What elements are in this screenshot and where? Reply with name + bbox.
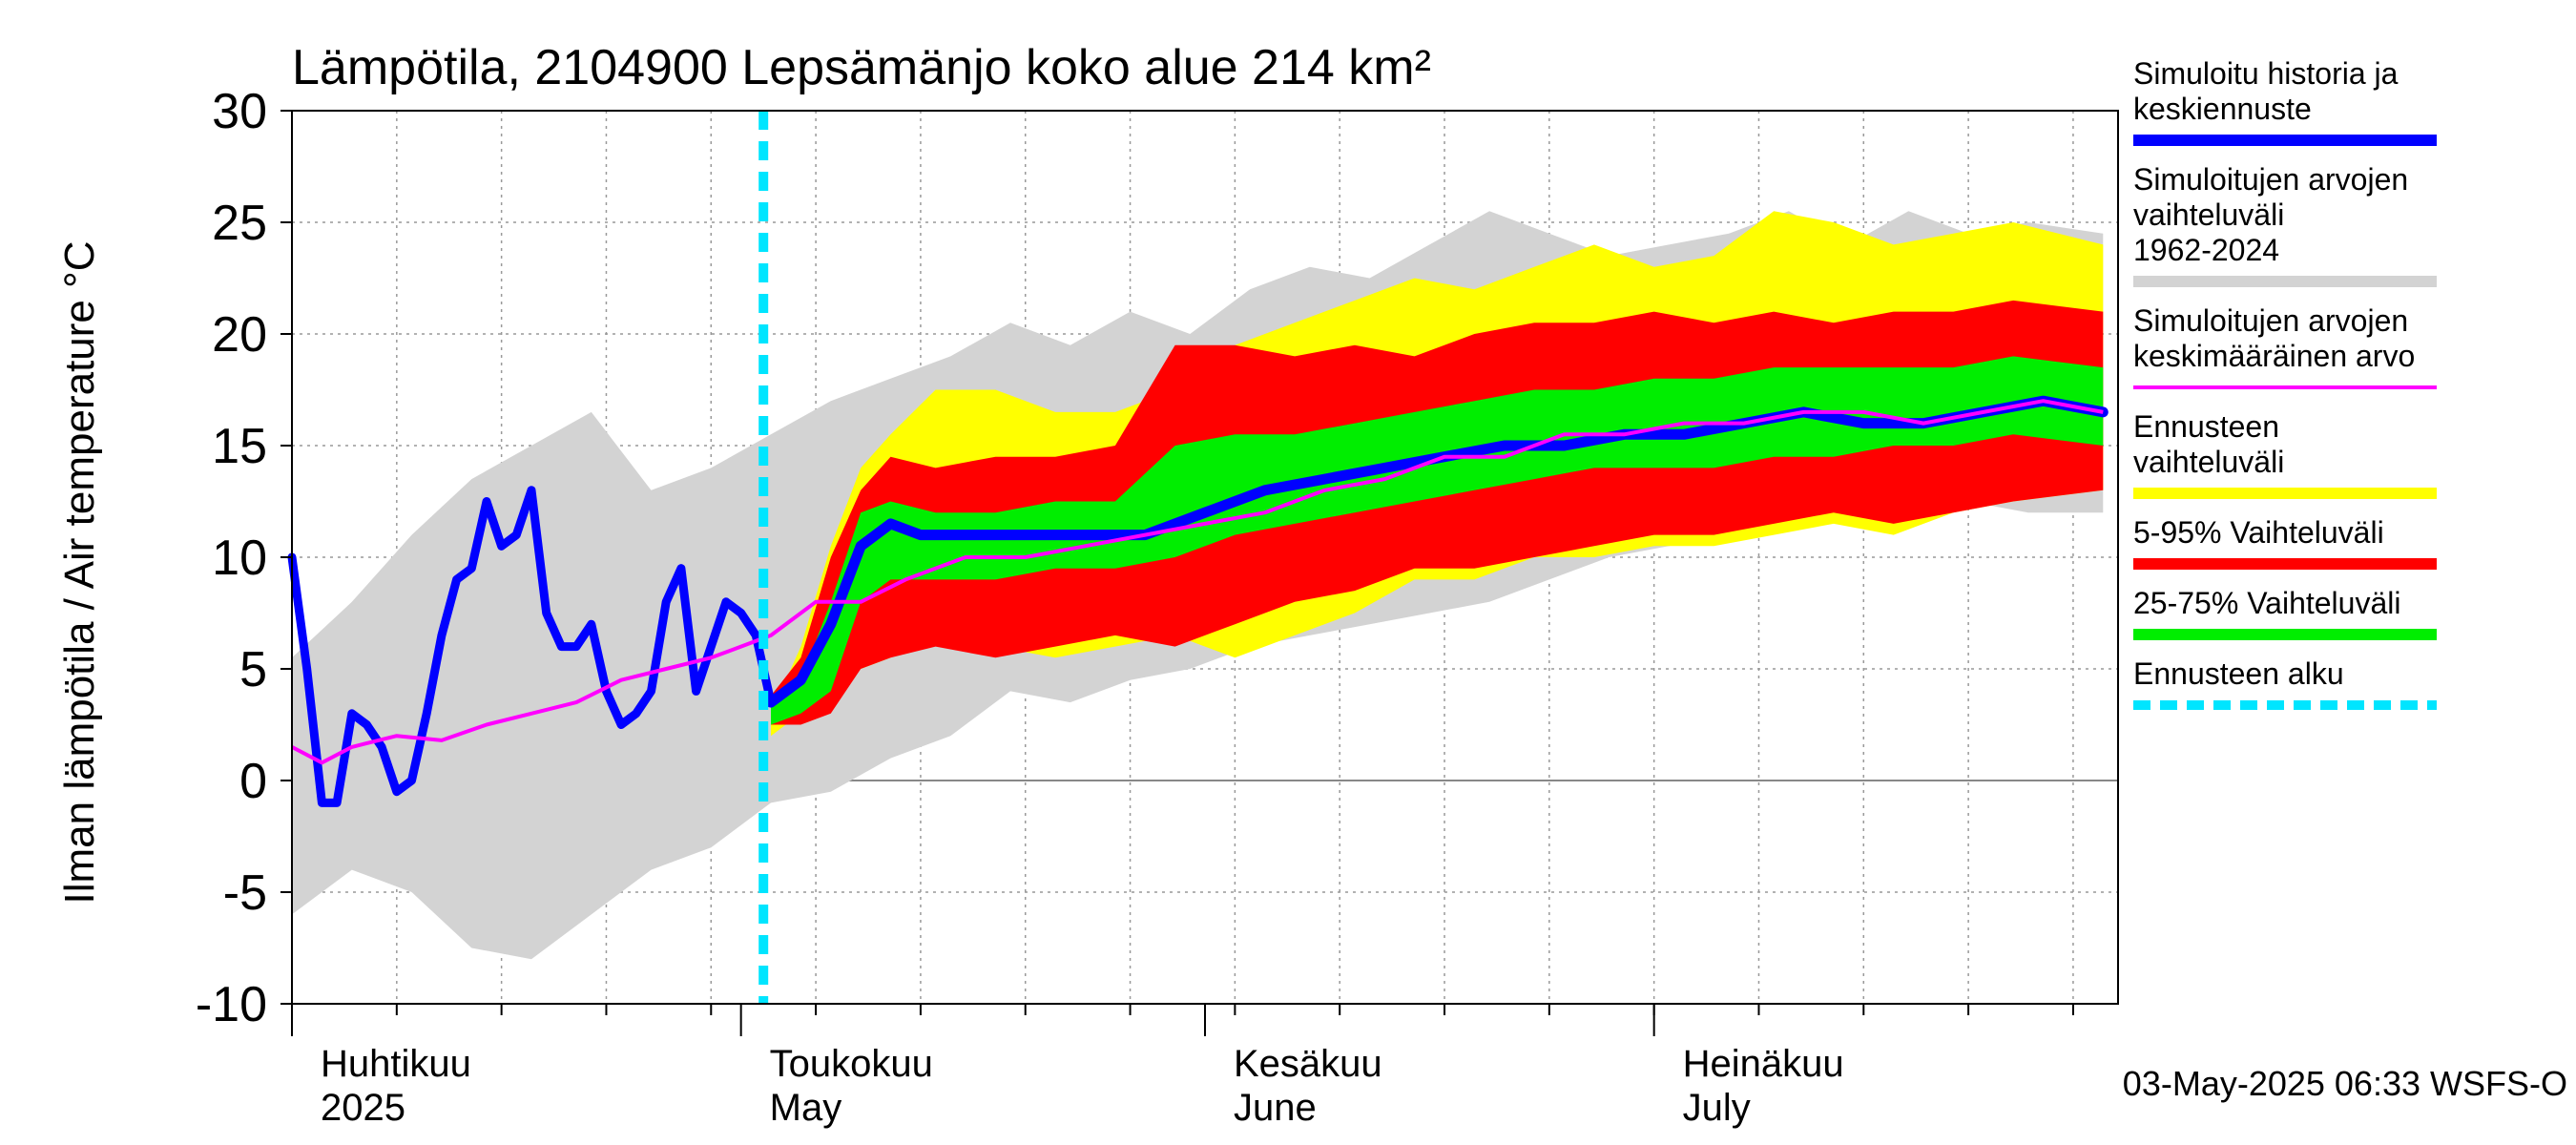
y-tick-label: 20 — [212, 307, 267, 363]
month-label: Kesäkuu — [1234, 1043, 1382, 1085]
legend-label: Ennusteen — [2133, 409, 2279, 444]
legend-label: 5-95% Vaihteluväli — [2133, 515, 2384, 550]
legend-label: Simuloitujen arvojen — [2133, 303, 2408, 338]
legend-label: Simuloitujen arvojen — [2133, 162, 2408, 197]
y-tick-label: -10 — [196, 977, 267, 1032]
x-ticks — [291, 1004, 2074, 1036]
y-tick-label: 30 — [212, 84, 267, 139]
month-label: Heinäkuu — [1683, 1043, 1844, 1085]
footer-timestamp: 03-May-2025 06:33 WSFS-O — [2123, 1064, 2567, 1103]
mean-line — [291, 399, 2104, 765]
legend-label: 25-75% Vaihteluväli — [2133, 586, 2400, 620]
legend-label: keskiennuste — [2133, 92, 2312, 126]
forecast-mean-line — [765, 395, 2109, 708]
month-label-sub: May — [770, 1087, 842, 1129]
y-tick-label: 5 — [239, 642, 267, 697]
legend-label: Simuloitu historia ja — [2133, 56, 2399, 91]
y-ticks: -10 -5 0 5 10 15 20 25 30 — [196, 84, 292, 1032]
y-tick-label: 10 — [212, 531, 267, 586]
y-tick-label: -5 — [223, 865, 267, 921]
plot-area — [287, 110, 2119, 1005]
legend-label: vaihteluväli — [2133, 198, 2284, 232]
legend-label: vaihteluväli — [2133, 445, 2284, 479]
p25-75-band — [771, 356, 2104, 725]
lines — [287, 395, 2109, 807]
chart-title: Lämpötila, 2104900 Lepsämänjo koko alue … — [292, 40, 1431, 95]
month-label-sub: June — [1234, 1087, 1317, 1129]
month-label-sub: July — [1683, 1087, 1751, 1129]
simulated-history-line — [287, 486, 776, 807]
y-tick-label: 25 — [212, 196, 267, 251]
y-axis-label: Ilman lämpötila / Air temperature °C — [56, 241, 103, 905]
month-label: Huhtikuu — [321, 1043, 471, 1085]
bands — [292, 211, 2104, 960]
legend-label: keskimääräinen arvo — [2133, 339, 2415, 373]
month-label-sub: 2025 — [321, 1087, 405, 1129]
legend-label: Ennusteen alku — [2133, 656, 2344, 691]
y-tick-label: 15 — [212, 419, 267, 474]
month-label: Toukokuu — [770, 1043, 933, 1085]
y-tick-label: 0 — [239, 754, 267, 809]
legend-label: 1962-2024 — [2133, 233, 2279, 267]
